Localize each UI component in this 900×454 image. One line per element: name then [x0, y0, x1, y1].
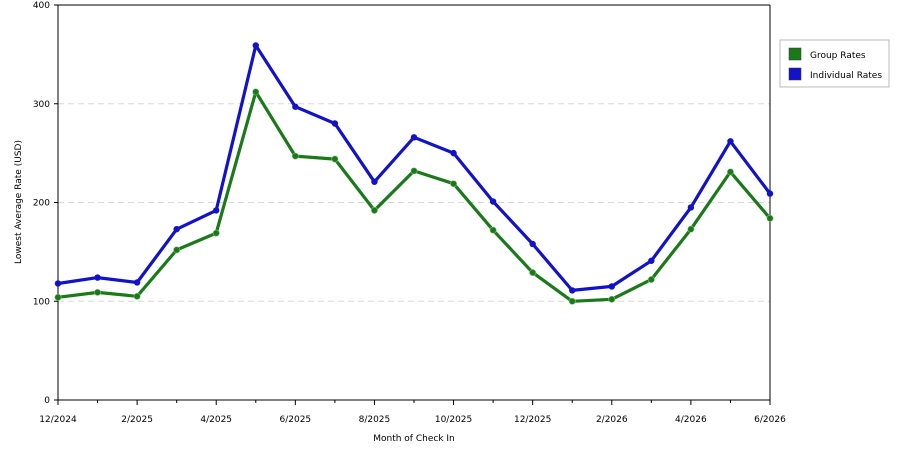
- grid-lines: [58, 103, 770, 302]
- y-tick-label: 200: [33, 199, 50, 209]
- data-point: [489, 226, 497, 234]
- legend-swatch: [788, 47, 802, 61]
- data-point: [608, 283, 615, 290]
- data-point: [410, 167, 418, 175]
- data-point: [608, 295, 616, 303]
- legend: Group Rates Individual Rates: [779, 39, 890, 88]
- data-point: [252, 42, 259, 49]
- data-point: [766, 190, 774, 197]
- data-point: [54, 280, 62, 287]
- data-point: [410, 134, 418, 141]
- data-point: [133, 279, 141, 286]
- data-point: [726, 168, 734, 176]
- x-tick-label: 4/2026: [675, 415, 707, 425]
- data-point: [370, 206, 378, 214]
- data-point: [529, 240, 536, 248]
- data-point: [173, 225, 180, 233]
- x-tick-label: 4/2025: [200, 415, 232, 425]
- data-point: [450, 149, 457, 157]
- x-tick-label: 2/2026: [596, 415, 628, 425]
- legend-label: Individual Rates: [810, 71, 882, 81]
- data-point: [727, 138, 734, 145]
- data-point: [489, 198, 497, 205]
- data-point: [648, 257, 655, 264]
- data-point: [252, 88, 260, 96]
- data-point: [291, 152, 299, 160]
- data-point: [331, 155, 339, 163]
- data-point: [529, 269, 537, 277]
- data-point: [54, 293, 62, 301]
- x-tick-label: 8/2025: [359, 415, 391, 425]
- data-point: [568, 297, 576, 305]
- y-tick-label: 400: [33, 1, 50, 11]
- x-tick-label: 6/2026: [754, 415, 786, 425]
- x-axis-label: Month of Check In: [373, 434, 455, 444]
- data-point: [213, 207, 220, 214]
- series-line-group-rates: [56, 90, 772, 303]
- x-tick-label: 2/2025: [121, 415, 153, 425]
- series-group: [54, 42, 774, 305]
- data-point: [766, 214, 774, 222]
- data-point: [94, 274, 101, 281]
- data-point: [212, 229, 220, 237]
- y-axis-label: Lowest Average Rate (USD): [14, 140, 24, 264]
- data-point: [94, 288, 102, 296]
- x-tick-label: 10/2025: [435, 415, 472, 425]
- data-point: [687, 204, 695, 211]
- data-point: [687, 225, 695, 233]
- x-tick-label: 12/2025: [514, 415, 551, 425]
- data-point: [331, 120, 339, 127]
- legend-label: Group Rates: [810, 51, 866, 61]
- data-point: [647, 276, 655, 284]
- data-point: [133, 292, 141, 300]
- data-point: [292, 103, 299, 110]
- axes: 0 100 200 300 400 12/2024 2/2025 4/2025 6/2025 8/…: [33, 1, 786, 425]
- y-tick-label: 0: [44, 396, 50, 406]
- data-point: [450, 180, 458, 188]
- legend-swatch: [788, 67, 802, 81]
- x-tick-label: 12/2024: [39, 415, 77, 425]
- y-tick-label: 300: [33, 100, 50, 110]
- data-point: [371, 178, 378, 185]
- y-tick-label: 100: [33, 297, 50, 307]
- x-tick-label: 6/2025: [279, 415, 311, 425]
- data-point: [569, 287, 576, 294]
- data-point: [173, 246, 181, 254]
